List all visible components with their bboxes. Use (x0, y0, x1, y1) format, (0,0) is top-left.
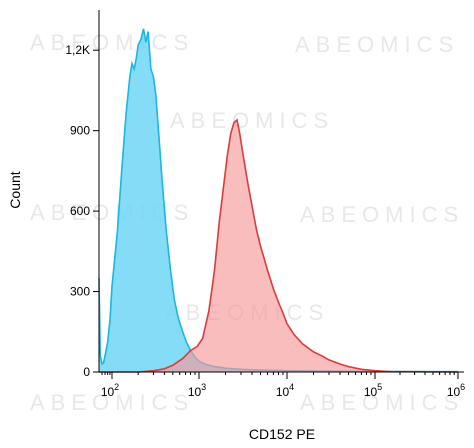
x-tick-label: 105 (364, 382, 382, 399)
x-tick-label: 106 (447, 382, 465, 399)
y-axis-title: Count (7, 171, 23, 208)
watermark-text: ABEOMICS (295, 32, 459, 57)
watermark-text: ABEOMICS (300, 202, 464, 227)
y-tick-label: 900 (70, 124, 90, 138)
y-tick-label: 300 (70, 285, 90, 299)
x-tick-label: 102 (101, 382, 119, 399)
watermark-text: ABEOMICS (30, 390, 194, 415)
x-axis-ticks: 102 103 104 105 106 (101, 372, 465, 399)
series-1-area (99, 28, 458, 373)
y-tick-label: 1,2K (65, 43, 90, 57)
watermark-text: ABEOMICS (30, 200, 194, 225)
series-layer (98, 28, 459, 373)
y-tick-label: 600 (70, 204, 90, 218)
y-tick-label: 0 (83, 365, 90, 379)
x-tick-label: 103 (188, 382, 206, 399)
x-tick-label: 104 (276, 382, 294, 399)
series-2-line (99, 118, 459, 373)
x-axis-title: CD152 PE (249, 426, 315, 442)
watermark-text: ABEOMICS (300, 390, 464, 415)
y-axis-ticks: 0 300 600 900 1,2K (65, 43, 99, 379)
series-2-area (99, 119, 458, 373)
watermark-text: ABEOMICS (30, 30, 194, 55)
watermark-text: ABEOMICS (170, 108, 334, 133)
